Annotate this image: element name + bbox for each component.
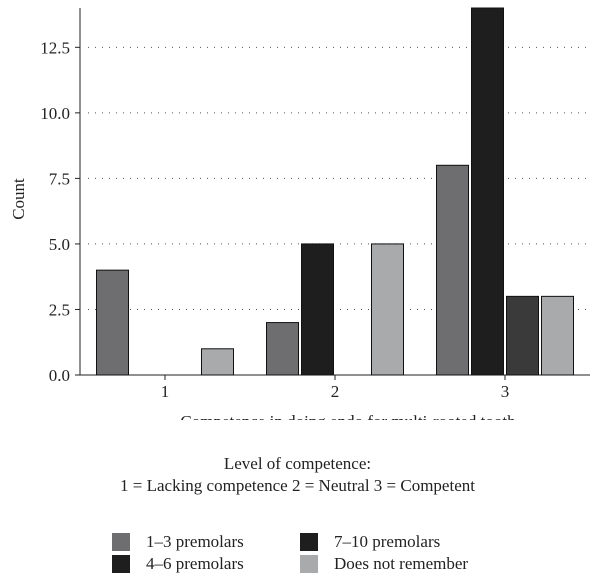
y-tick-label: 10.0: [40, 104, 70, 123]
bar: [96, 269, 129, 376]
legend-swatch: [112, 555, 130, 573]
legend-item: 7–10 premolars: [300, 532, 440, 552]
y-tick-label: 0.0: [49, 366, 70, 385]
x-tick-label: 3: [501, 382, 510, 401]
legend-label: 4–6 premolars: [146, 554, 244, 573]
y-tick-label: 12.5: [40, 38, 70, 57]
y-tick-label: 5.0: [49, 235, 70, 254]
legend-item: 4–6 premolars: [112, 554, 244, 574]
bar: [506, 295, 539, 376]
legend-label: 1–3 premolars: [146, 532, 244, 551]
legend-swatch: [300, 555, 318, 573]
bar: [541, 295, 574, 376]
bar: [201, 348, 234, 376]
legend-item: 1–3 premolars: [112, 532, 244, 552]
legend-label: 7–10 premolars: [334, 532, 441, 551]
legend-swatch: [300, 533, 318, 551]
axis-labels: Count Competence in doing endo for multi…: [9, 178, 516, 420]
legend-item: Does not remember: [300, 554, 468, 574]
x-axis-label: Competence in doing endo for multi-roote…: [180, 412, 516, 420]
bar: [471, 7, 504, 376]
caption-line-1: Level of competence:: [223, 454, 372, 473]
bar: [301, 243, 334, 376]
x-tick-label: 2: [331, 382, 340, 401]
y-tick-label: 2.5: [49, 300, 70, 319]
axes: 0.0 2.5 5.0 7.5 10.0 12.5 1 2 3: [40, 8, 590, 401]
legend-label: Does not remember: [334, 554, 469, 573]
grid-lines: [88, 46, 590, 310]
y-axis-label: Count: [9, 178, 28, 220]
x-tick-label: 1: [161, 382, 170, 401]
legend: 1–3 premolars 7–10 premolars 4–6 premola…: [0, 490, 595, 580]
y-tick-label: 7.5: [49, 169, 70, 188]
caption-line-2: 1 = Lacking competence 2 = Neutral 3 = C…: [120, 476, 475, 495]
bar: [266, 322, 299, 376]
bar: [371, 243, 404, 376]
legend-swatch: [112, 533, 130, 551]
bar-chart: 0.0 2.5 5.0 7.5 10.0 12.5 1 2 3 Count Competence…: [9, 7, 590, 420]
bars: [96, 7, 574, 376]
bar: [436, 164, 469, 376]
